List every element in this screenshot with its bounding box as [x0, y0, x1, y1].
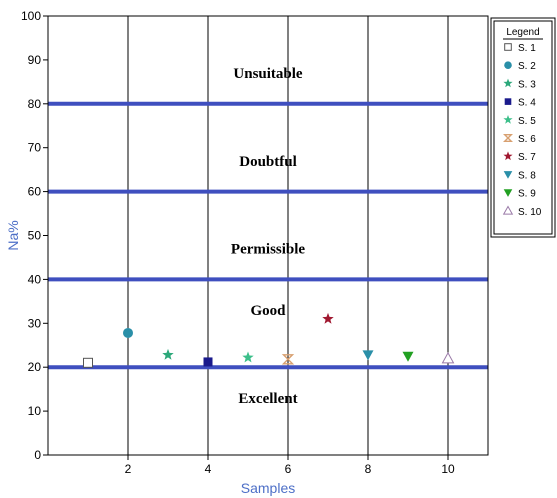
data-point	[242, 351, 254, 363]
threshold-lines	[48, 101, 488, 370]
legend-items: S. 1 S. 2 S. 3 S. 4 S. 5 S. 6 S. 7 S. 8 S. 9 S. 1…	[502, 43, 542, 218]
legend-marker	[504, 61, 512, 69]
data-point	[402, 351, 414, 362]
y-tick-label: 10	[28, 404, 42, 418]
legend-title: Legend	[506, 27, 539, 38]
data-point	[362, 350, 374, 361]
x-tick-label: 2	[125, 462, 132, 476]
y-tick-label: 50	[28, 229, 42, 243]
legend-label: S. 9	[518, 189, 536, 200]
legend-marker	[503, 134, 513, 142]
data-point	[123, 327, 133, 338]
zone-label: Excellent	[238, 391, 297, 407]
y-tick-label: 0	[34, 448, 41, 462]
y-tick-label: 80	[28, 97, 42, 111]
legend-label: S. 1	[518, 43, 536, 54]
y-tick-label: 20	[28, 360, 42, 374]
x-tick-label: 6	[285, 462, 292, 476]
y-tick-label: 90	[28, 53, 42, 67]
data-point	[162, 348, 174, 360]
zone-label: Permissible	[231, 242, 305, 258]
y-tick-label: 60	[28, 185, 42, 199]
data-point	[322, 312, 334, 324]
y-tick-label: 30	[28, 316, 42, 330]
axis-ticks: 0 10 20 30 40 50 60 70 80 90 100 2 4 6 8 10	[21, 9, 455, 476]
data-points	[83, 312, 455, 368]
legend-marker	[503, 171, 513, 179]
legend-marker	[503, 151, 513, 161]
legend-label: S. 4	[518, 98, 536, 109]
zone-label: Doubtful	[239, 154, 297, 170]
legend: Legend S. 1S. 2S. 3S. 4S. 5S. 6S. 7S. 8S…	[490, 17, 556, 238]
x-tick-label: 4	[205, 462, 212, 476]
y-axis-title: Na%	[5, 220, 21, 250]
legend-label: S. 6	[518, 134, 536, 145]
y-tick-label: 100	[21, 9, 41, 23]
data-point	[281, 354, 295, 365]
legend-marker	[503, 78, 513, 88]
x-tick-label: 8	[365, 462, 372, 476]
x-axis-title: Samples	[241, 480, 295, 496]
data-point	[203, 357, 213, 367]
legend-label: S. 8	[518, 170, 536, 181]
legend-border-inner	[493, 20, 553, 235]
legend-label: S. 5	[518, 116, 536, 127]
y-tick-label: 70	[28, 141, 42, 155]
legend-label: S. 3	[518, 79, 536, 90]
legend-marker	[503, 115, 513, 124]
legend-marker	[503, 189, 513, 197]
data-point	[441, 351, 455, 364]
x-tick-label: 10	[441, 462, 455, 476]
data-point	[83, 357, 93, 368]
zone-labels: Unsuitable Doubtful Permissible Good Excelle…	[231, 66, 305, 407]
y-tick-label: 40	[28, 272, 42, 286]
grid	[127, 16, 449, 455]
zone-label: Good	[250, 303, 286, 319]
legend-border-outer	[490, 17, 556, 238]
legend-label: S. 7	[518, 152, 536, 163]
legend-marker	[504, 43, 512, 51]
legend-marker	[502, 205, 514, 215]
legend-marker	[504, 98, 512, 105]
legend-label: S. 2	[518, 61, 536, 72]
zone-label: Unsuitable	[233, 66, 303, 82]
legend-label: S. 10	[518, 207, 542, 218]
